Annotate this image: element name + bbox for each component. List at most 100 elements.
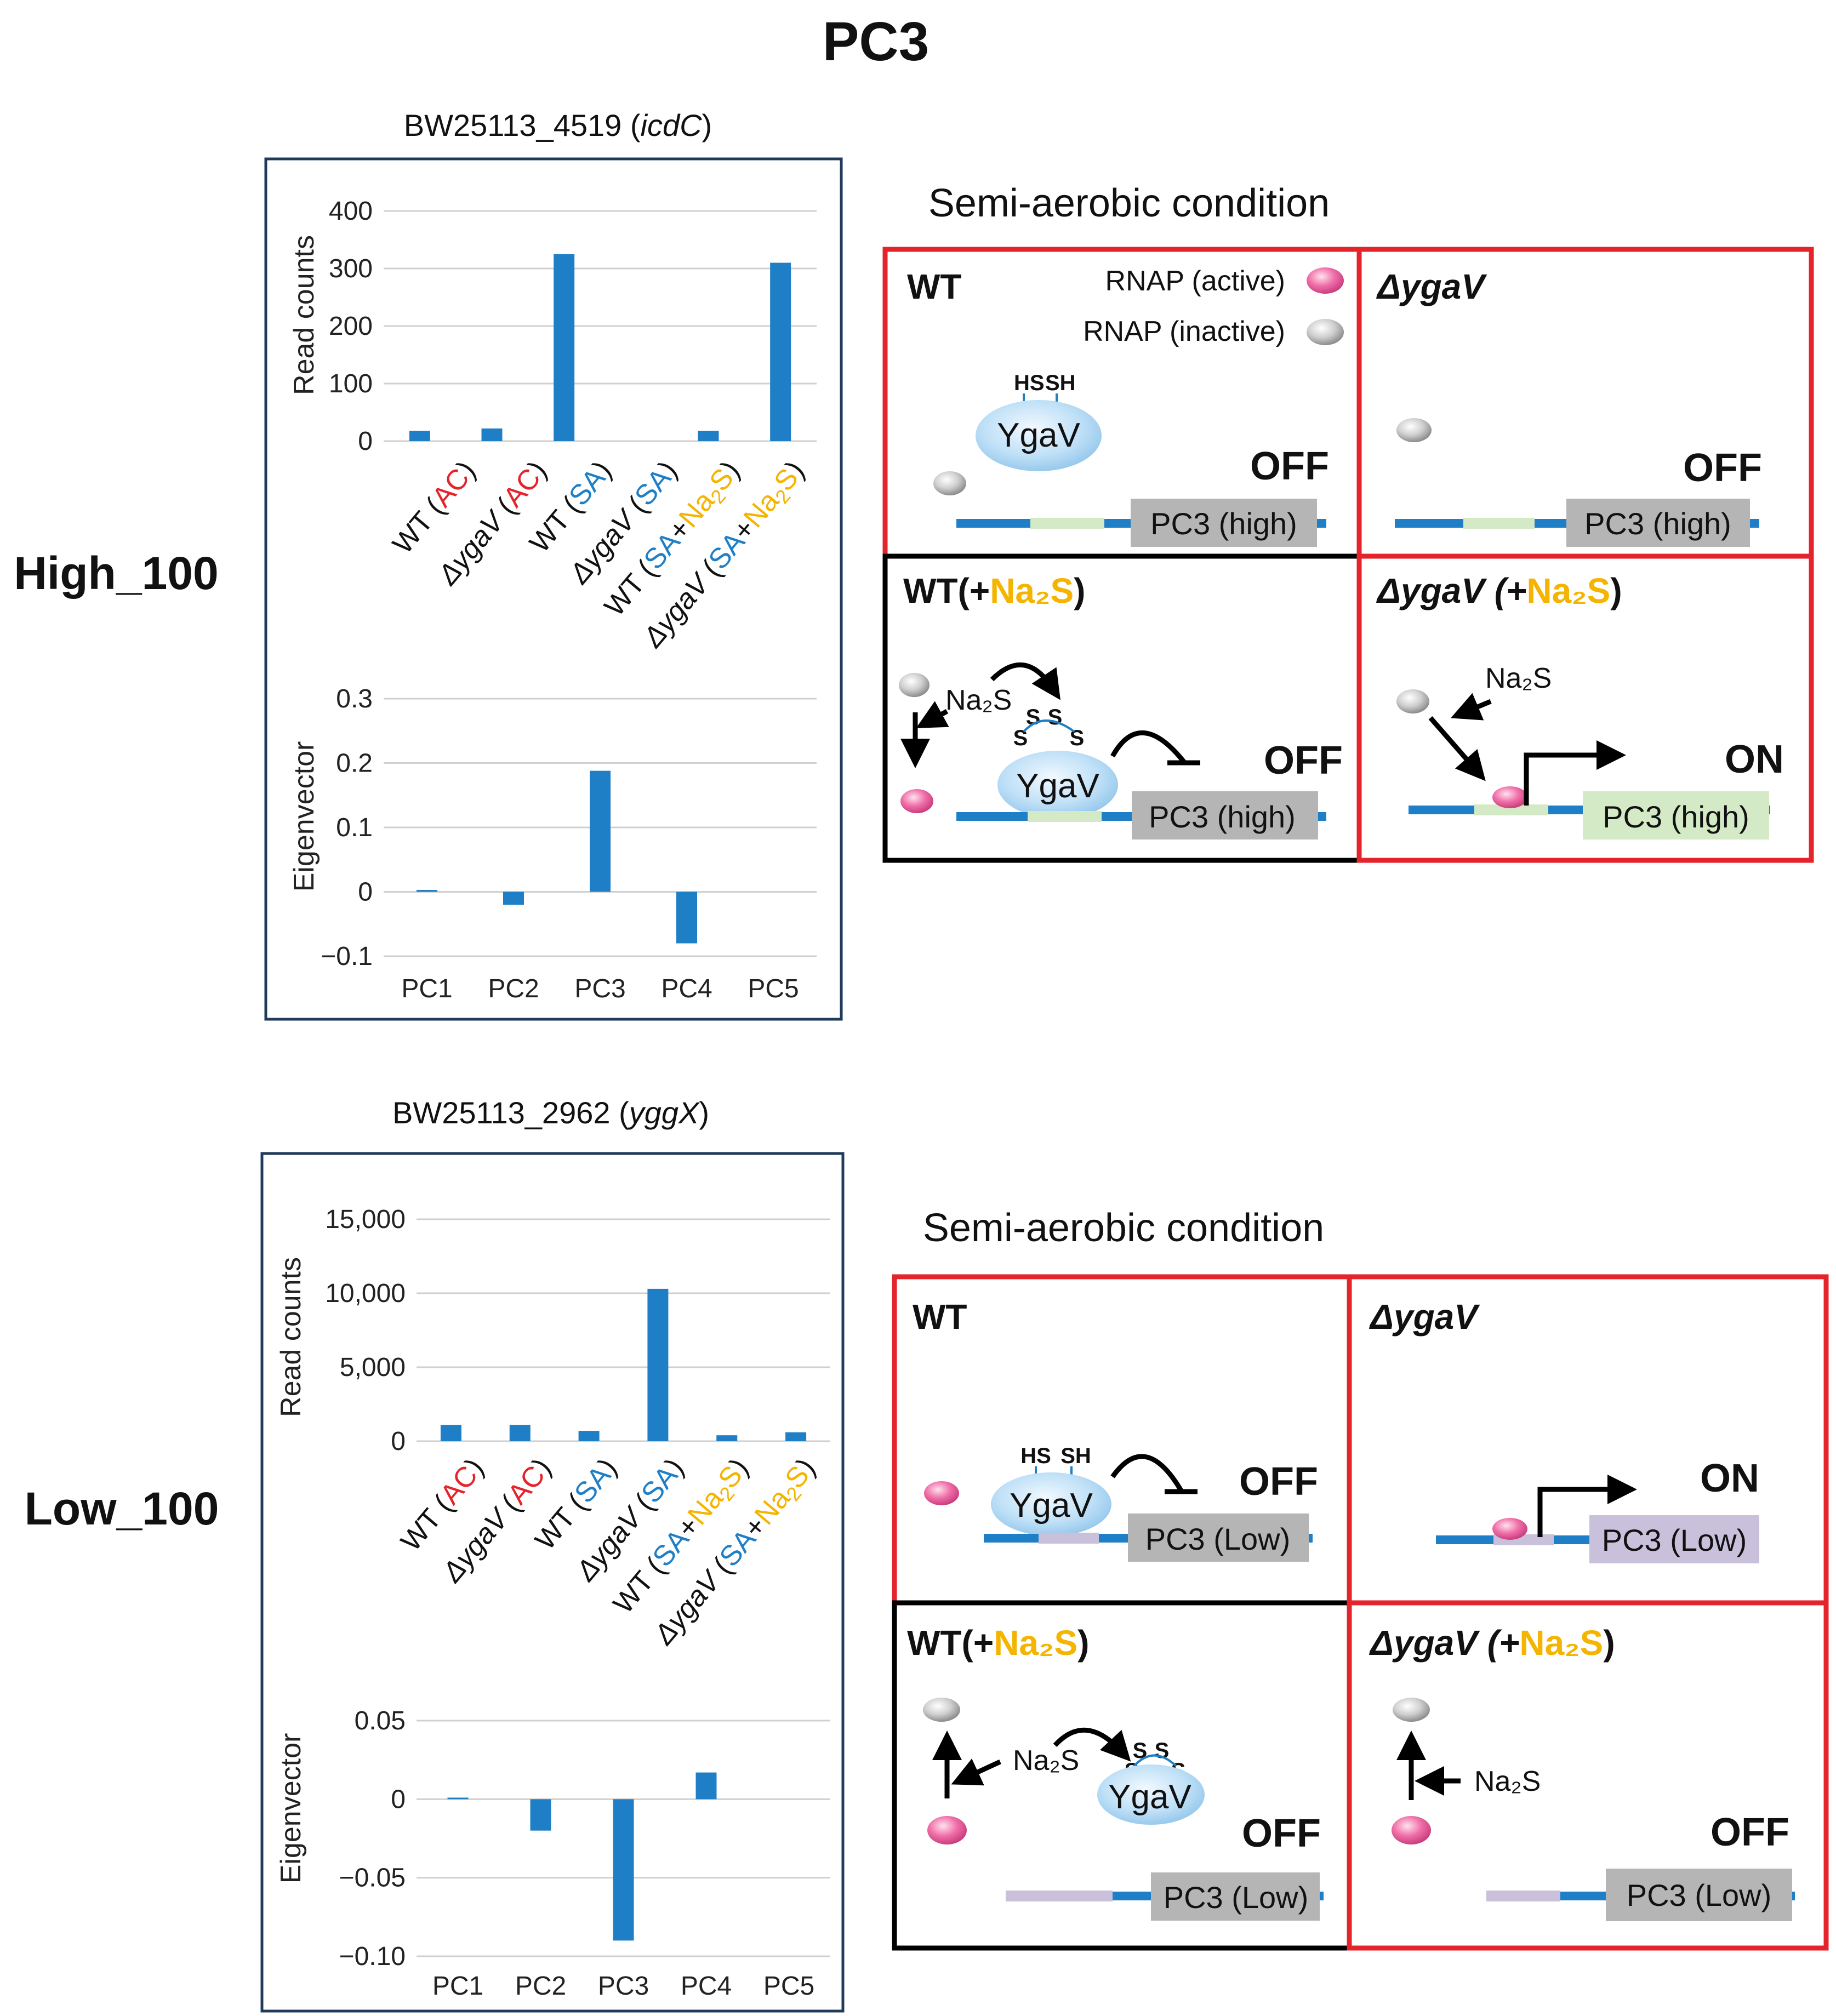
- chart-ylabel: Read counts: [288, 235, 320, 395]
- bar: [698, 431, 719, 441]
- bar: [613, 1799, 634, 1941]
- rnap-inactive-icon: [899, 673, 930, 697]
- reagent-label: Na₂S: [1474, 1766, 1541, 1797]
- chart-title-high: BW25113_4519 (icdC): [404, 108, 712, 142]
- x-tick-label: PC5: [763, 1972, 814, 2001]
- y-tick-label: 15,000: [325, 1205, 406, 1234]
- rnap-inactive-icon: [923, 1698, 960, 1722]
- ygav-icon: [991, 1472, 1111, 1536]
- gene-box-label: PC3 (Low): [1164, 1880, 1309, 1915]
- rnap-inactive-icon: [1396, 418, 1432, 442]
- diagram-title-high: Semi-aerobic condition: [928, 181, 1330, 225]
- x-tick-label: PC2: [515, 1972, 566, 2001]
- bar: [554, 254, 575, 441]
- gene-box-label: PC3 (Low): [1145, 1522, 1291, 1556]
- y-tick-label: 0.05: [355, 1706, 406, 1735]
- y-tick-label: 0: [358, 427, 373, 456]
- y-tick-label: 200: [329, 312, 373, 341]
- y-tick-label: −0.1: [321, 942, 373, 971]
- ygav-icon: [976, 400, 1102, 471]
- gene-box-label: PC3 (high): [1584, 506, 1731, 541]
- bar: [647, 1288, 669, 1441]
- x-tick-label: PC1: [432, 1972, 483, 2001]
- reagent-label: Na₂S: [1485, 663, 1552, 694]
- bar: [590, 770, 611, 892]
- state-label: OFF: [1683, 446, 1762, 490]
- y-tick-label: 0.2: [336, 749, 373, 778]
- x-tick-label: PC2: [488, 974, 539, 1003]
- reagent-label: Na₂S: [945, 684, 1012, 716]
- thiol-label: HS: [1020, 1444, 1051, 1468]
- gene-box-label: PC3 (high): [1603, 799, 1749, 834]
- rnap-inactive-icon: [1396, 689, 1429, 713]
- ygav-label: YgaV: [1108, 1778, 1191, 1816]
- legend-inactive-label: RNAP (inactive): [1083, 316, 1285, 347]
- y-tick-label: 0: [358, 878, 373, 907]
- rnap-active-icon: [1392, 1816, 1431, 1844]
- ygav-label: YgaV: [1010, 1487, 1093, 1524]
- thiol-label: S: [1048, 705, 1063, 729]
- gene-box-label: PC3 (Low): [1627, 1878, 1772, 1912]
- rnap-active-icon: [900, 789, 933, 813]
- panel-label: WT(+Na₂S): [903, 571, 1085, 610]
- chart-eigenvector-high: 0.3 0.2 0.1 0 −0.1 PC1 PC2 PC3 PC4 PC5: [321, 684, 817, 1003]
- thiol-label: SH: [1045, 371, 1076, 395]
- gene-box: [1566, 499, 1750, 547]
- y-tick-label: 0.3: [336, 684, 373, 713]
- x-tick-label: PC3: [598, 1972, 649, 2001]
- panel-dygav-na2s-low: [1347, 1600, 1829, 1951]
- y-tick-label: 300: [329, 254, 373, 283]
- state-label: ON: [1725, 738, 1784, 781]
- state-label: OFF: [1239, 1460, 1318, 1504]
- rnap-inactive-icon: [1393, 1698, 1430, 1722]
- ygav-icon: [1097, 1764, 1205, 1825]
- panel-label: WT(+Na₂S): [907, 1623, 1089, 1663]
- gene-box-label: PC3 (high): [1149, 799, 1296, 834]
- panel-dygav-na2s-high: [1356, 553, 1814, 863]
- y-tick-label: 10,000: [325, 1279, 406, 1308]
- gene-box: [1132, 791, 1318, 839]
- panel-label: WT: [913, 1297, 967, 1337]
- legend-active-label: RNAP (active): [1105, 265, 1285, 297]
- category-labels-low: WT (AC) ΔygaV (AC) WT (SA) ΔygaV (SA) WT…: [395, 1452, 824, 1653]
- bar: [716, 1435, 738, 1441]
- panel-label: WT: [907, 267, 962, 306]
- state-label: OFF: [1242, 1812, 1321, 1855]
- rnap-inactive-icon: [933, 471, 966, 495]
- chart-frame-low: [260, 1152, 845, 2013]
- chart-eigenvector-low: 0.05 0 −0.05 −0.10 PC1 PC2 PC3 PC4 PC5: [339, 1706, 830, 2001]
- ygav-icon: [997, 751, 1118, 819]
- y-tick-label: 0: [391, 1427, 406, 1456]
- rnap-active-icon: [1492, 1518, 1527, 1540]
- thiol-label: SH: [1060, 1444, 1091, 1468]
- bar: [695, 1772, 717, 1800]
- chart-read-counts-low: 15,000 10,000 5,000 0: [325, 1205, 830, 1456]
- bar: [676, 892, 697, 944]
- bar: [530, 1799, 551, 1831]
- thiol-label: S: [1026, 705, 1041, 729]
- ygav-label: YgaV: [1016, 767, 1099, 805]
- y-tick-label: 5,000: [340, 1353, 406, 1382]
- rnap-active-icon: [1492, 786, 1527, 808]
- chart-read-counts-high: 400 300 200 100 0: [329, 197, 817, 456]
- y-tick-label: 100: [329, 369, 373, 398]
- bar: [509, 1425, 531, 1441]
- rnap-active-icon: [927, 1816, 967, 1844]
- rnap-inactive-icon: [1307, 319, 1344, 345]
- x-tick-label: PC1: [401, 974, 452, 1003]
- bar: [440, 1425, 461, 1441]
- y-tick-label: 400: [329, 197, 373, 226]
- state-label: ON: [1700, 1457, 1759, 1500]
- chart-title-low: BW25113_2962 (yggX): [392, 1095, 709, 1130]
- chart-ylabel: Read counts: [275, 1257, 307, 1417]
- rnap-active-icon: [1307, 267, 1344, 294]
- bar: [503, 892, 524, 905]
- category-labels-high: WT (AC) ΔygaV (AC) WT (SA) ΔygaV (SA) WT…: [386, 455, 813, 656]
- chart-ylabel: Eigenvector: [275, 1733, 307, 1884]
- gene-box: [1606, 1869, 1792, 1921]
- panel-label: ΔygaV (+Na₂S): [1369, 1623, 1615, 1663]
- diagram-title-low: Semi-aerobic condition: [923, 1206, 1324, 1250]
- gene-box: [1151, 1872, 1320, 1921]
- gene-box: [1128, 1514, 1309, 1562]
